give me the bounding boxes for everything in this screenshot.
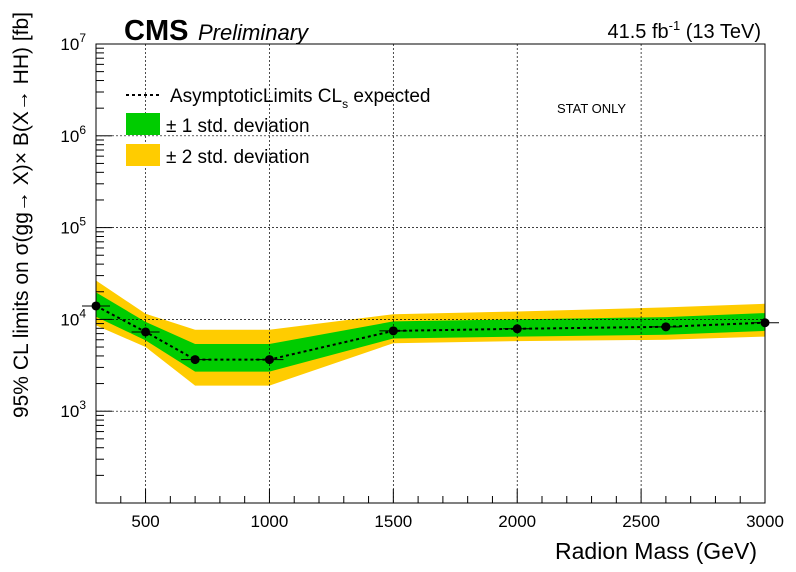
y-tick-label: 103 — [60, 398, 86, 421]
x-tick-label: 1000 — [251, 512, 289, 531]
luminosity-label: 41.5 fb-1 (13 TeV) — [607, 18, 761, 43]
expected-limit-point — [190, 355, 200, 365]
x-axis: 500 1000 1500 2000 2500 3000 — [95, 489, 784, 531]
x-tick-label: 2500 — [622, 512, 660, 531]
y-tick-label: 104 — [60, 306, 86, 329]
x-tick-label: 3000 — [746, 512, 784, 531]
expected-limit-point — [141, 327, 151, 337]
legend-band1-label: ± 1 std. deviation — [166, 116, 310, 137]
legend-band2-swatch — [126, 144, 160, 166]
band-1sigma — [96, 292, 765, 372]
expected-limit-series — [82, 301, 779, 365]
y-tick-label: 105 — [60, 215, 86, 238]
plot-frame — [95, 43, 766, 504]
legend-band2-label: ± 2 std. deviation — [166, 147, 310, 168]
y-axis: 103 104 105 106 107 — [60, 31, 112, 476]
cms-label: CMS — [124, 15, 188, 47]
y-axis-title: 95% CL limits on σ(gg→ X)× B(X→ HH) [fb] — [10, 12, 33, 418]
y-tick-label: 107 — [60, 31, 86, 54]
x-tick-label: 2000 — [498, 512, 536, 531]
legend-band1-swatch — [126, 113, 160, 135]
legend: AsymptoticLimits CLs expected ± 1 std. d… — [126, 86, 431, 168]
x-tick-label: 1500 — [374, 512, 412, 531]
legend-expected-label: AsymptoticLimits CLs expected — [170, 86, 431, 111]
preliminary-label: Preliminary — [198, 20, 310, 45]
expected-limit-point — [512, 324, 522, 334]
stat-only-annotation: STAT ONLY — [557, 101, 626, 116]
y-tick-label: 106 — [60, 123, 86, 146]
x-axis-title: Radion Mass (GeV) — [555, 538, 757, 564]
expected-limit-point — [388, 326, 398, 336]
x-tick-label: 500 — [131, 512, 159, 531]
uncertainty-bands — [96, 280, 765, 386]
grid-lines — [96, 44, 765, 503]
expected-limit-point — [264, 355, 274, 365]
expected-limit-point — [661, 322, 671, 332]
